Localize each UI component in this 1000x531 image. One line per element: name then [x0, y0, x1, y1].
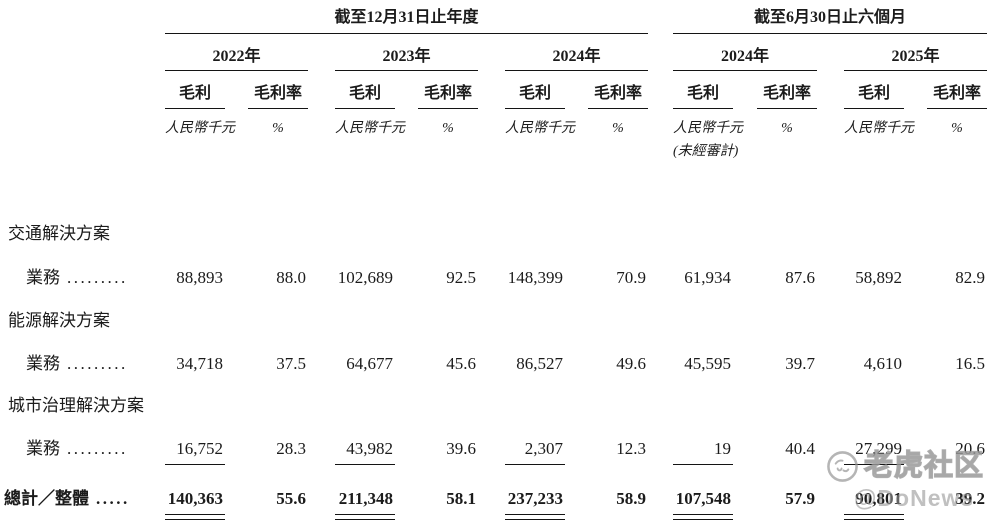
- leader-dots: .........: [67, 439, 128, 458]
- cell-gm-2023: 92.5: [446, 268, 476, 287]
- year-header-row: 2022年 2023年 2024年 2024年 2025年: [0, 46, 987, 71]
- table-row-energy: 業務......... 34,718 37.5 64,677 45.6 86,5…: [0, 352, 987, 375]
- unit-amount: 人民幣千元: [844, 121, 914, 136]
- cell-total-gp-2024: 237,233: [505, 487, 565, 520]
- cell-total-gp-6m2024: 107,548: [673, 487, 733, 520]
- gross-profit-table: 截至12月31日止年度 截至6月30日止六個月 2022年 2023年 2024…: [0, 8, 987, 520]
- cell-gm-2023: 39.6: [446, 439, 476, 458]
- segment-title-row-transport: 交通解決方案: [0, 222, 987, 245]
- cell-gm-6m2025: 20.6: [955, 439, 985, 458]
- cell-total-gm-6m2025: 39.2: [955, 489, 985, 508]
- unaudited-note-row: (未經審計): [0, 142, 987, 162]
- segment-title-row-city: 城市治理解決方案: [0, 394, 987, 417]
- leader-dots: .........: [67, 354, 128, 373]
- cell-gp-2022: 34,718: [176, 354, 223, 373]
- unit-percent: %: [612, 121, 624, 136]
- unit-amount: 人民幣千元: [165, 121, 235, 136]
- cell-gm-2023: 45.6: [446, 354, 476, 373]
- col-header-gross-profit: 毛利: [844, 83, 904, 109]
- cell-gp-2022: 88,893: [176, 268, 223, 287]
- cell-gp-6m2024: 61,934: [684, 268, 731, 287]
- leader-dots: .........: [67, 268, 128, 287]
- cell-gp-6m2025: 4,610: [863, 354, 902, 373]
- cell-gp-2024: 148,399: [507, 268, 563, 287]
- col-header-gross-margin: 毛利率: [757, 83, 817, 109]
- col-header-gross-profit: 毛利: [673, 83, 733, 109]
- unit-percent: %: [272, 121, 284, 136]
- segment-title: 能源解決方案: [8, 311, 110, 330]
- cell-gp-2024: 2,307: [505, 437, 565, 465]
- col-header-gross-margin: 毛利率: [418, 83, 478, 109]
- unit-amount: 人民幣千元: [673, 121, 743, 136]
- year-header-2023: 2023年: [335, 46, 478, 71]
- unit-percent: %: [781, 121, 793, 136]
- cell-gp-6m2025: 27,299: [844, 437, 904, 465]
- cell-gm-6m2024: 39.7: [785, 354, 815, 373]
- cell-gp-2023: 102,689: [337, 268, 393, 287]
- cell-gp-2023: 43,982: [335, 437, 395, 465]
- cell-gm-2024: 70.9: [616, 268, 646, 287]
- cell-gp-2023: 64,677: [346, 354, 393, 373]
- cell-gm-2022: 88.0: [276, 268, 306, 287]
- cell-gp-6m2024: 19: [673, 437, 733, 465]
- unit-amount: 人民幣千元: [505, 121, 575, 136]
- cell-gm-6m2025: 16.5: [955, 354, 985, 373]
- row-label: 業務.........: [26, 354, 128, 373]
- col-header-gross-profit: 毛利: [335, 83, 395, 109]
- unit-percent: %: [951, 121, 963, 136]
- col-header-gross-margin: 毛利率: [588, 83, 648, 109]
- section-header-annual: 截至12月31日止年度: [165, 8, 648, 34]
- cell-gp-6m2025: 58,892: [855, 268, 902, 287]
- segment-title: 交通解決方案: [8, 224, 110, 243]
- col-header-gross-margin: 毛利率: [248, 83, 308, 109]
- cell-gp-6m2024: 45,595: [684, 354, 731, 373]
- cell-gm-6m2024: 87.6: [785, 268, 815, 287]
- cell-gm-2024: 49.6: [616, 354, 646, 373]
- row-label: 業務.........: [26, 439, 128, 458]
- col-header-gross-margin: 毛利率: [927, 83, 987, 109]
- unit-percent: %: [442, 121, 454, 136]
- section-header-row: 截至12月31日止年度 截至6月30日止六個月: [0, 8, 987, 34]
- col-header-gross-profit: 毛利: [165, 83, 225, 109]
- year-header-2024-interim: 2024年: [673, 46, 817, 71]
- year-header-2022: 2022年: [165, 46, 308, 71]
- cell-total-gp-6m2025: 90,801: [844, 487, 904, 520]
- unit-label-row: 人民幣千元 % 人民幣千元 % 人民幣千元 % 人民幣千元 % 人民幣千元 %: [0, 119, 987, 139]
- metric-header-row: 毛利 毛利率 毛利 毛利率 毛利 毛利率 毛利 毛利率 毛利 毛利率: [0, 83, 987, 109]
- table-row-transport: 業務......... 88,893 88.0 102,689 92.5 148…: [0, 266, 987, 289]
- cell-total-gm-2023: 58.1: [446, 489, 476, 508]
- segment-title-row-energy: 能源解決方案: [0, 309, 987, 332]
- leader-dots: .....: [96, 489, 130, 508]
- cell-total-gm-2024: 58.9: [616, 489, 646, 508]
- section-header-interim: 截至6月30日止六個月: [673, 8, 987, 34]
- year-header-2024: 2024年: [505, 46, 648, 71]
- unaudited-note: (未經審計): [673, 144, 739, 159]
- cell-total-gm-6m2024: 57.9: [785, 489, 815, 508]
- year-header-2025-interim: 2025年: [844, 46, 987, 71]
- segment-title: 城市治理解決方案: [8, 396, 144, 415]
- table-row-city: 業務......... 16,752 28.3 43,982 39.6 2,30…: [0, 437, 987, 465]
- total-row-label: 總計／整體.....: [4, 489, 130, 508]
- cell-total-gp-2022: 140,363: [165, 487, 225, 520]
- cell-total-gm-2022: 55.6: [276, 489, 306, 508]
- table-row-total: 總計／整體..... 140,363 55.6 211,348 58.1 237…: [0, 487, 987, 520]
- cell-gm-6m2025: 82.9: [955, 268, 985, 287]
- unit-amount: 人民幣千元: [335, 121, 405, 136]
- cell-gm-2024: 12.3: [616, 439, 646, 458]
- cell-gm-2022: 37.5: [276, 354, 306, 373]
- cell-gp-2022: 16,752: [165, 437, 225, 465]
- cell-total-gp-2023: 211,348: [335, 487, 395, 520]
- cell-gp-2024: 86,527: [516, 354, 563, 373]
- cell-gm-6m2024: 40.4: [785, 439, 815, 458]
- row-label: 業務.........: [26, 268, 128, 287]
- col-header-gross-profit: 毛利: [505, 83, 565, 109]
- cell-gm-2022: 28.3: [276, 439, 306, 458]
